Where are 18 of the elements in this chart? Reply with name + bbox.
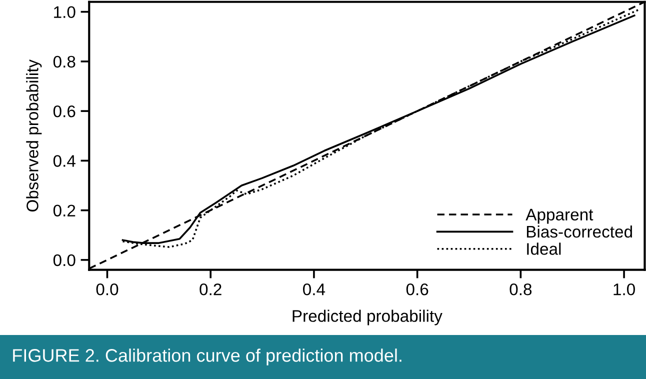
y-tick-label: 0.0	[53, 254, 76, 266]
x-tick-label: 0.6	[406, 283, 428, 296]
y-tick-label: 0.4	[53, 155, 76, 167]
y-tick-label: 1.0	[54, 6, 76, 18]
y-tick-label: 0.2	[53, 204, 76, 217]
x-tick-label: 0.8	[510, 283, 532, 296]
legend-label: Apparent	[526, 208, 594, 224]
x-tick-label: 0.0	[96, 283, 118, 296]
caption: FIGURE 2. Calibration curve of prediction model.	[13, 348, 402, 366]
x-tick-label: 0.2	[200, 283, 222, 296]
y-tick-label: 0.8	[53, 56, 76, 68]
legend-label: Bias-corrected	[526, 225, 632, 238]
x-tick-label: 1.0	[614, 283, 635, 296]
y-axis-title: Observed probability	[26, 59, 42, 212]
x-tick-label: 0.4	[303, 283, 326, 296]
legend-label: Ideal	[527, 242, 561, 255]
x-axis-title: Predicted probability	[292, 310, 442, 326]
y-tick-label: 0.6	[53, 105, 76, 118]
